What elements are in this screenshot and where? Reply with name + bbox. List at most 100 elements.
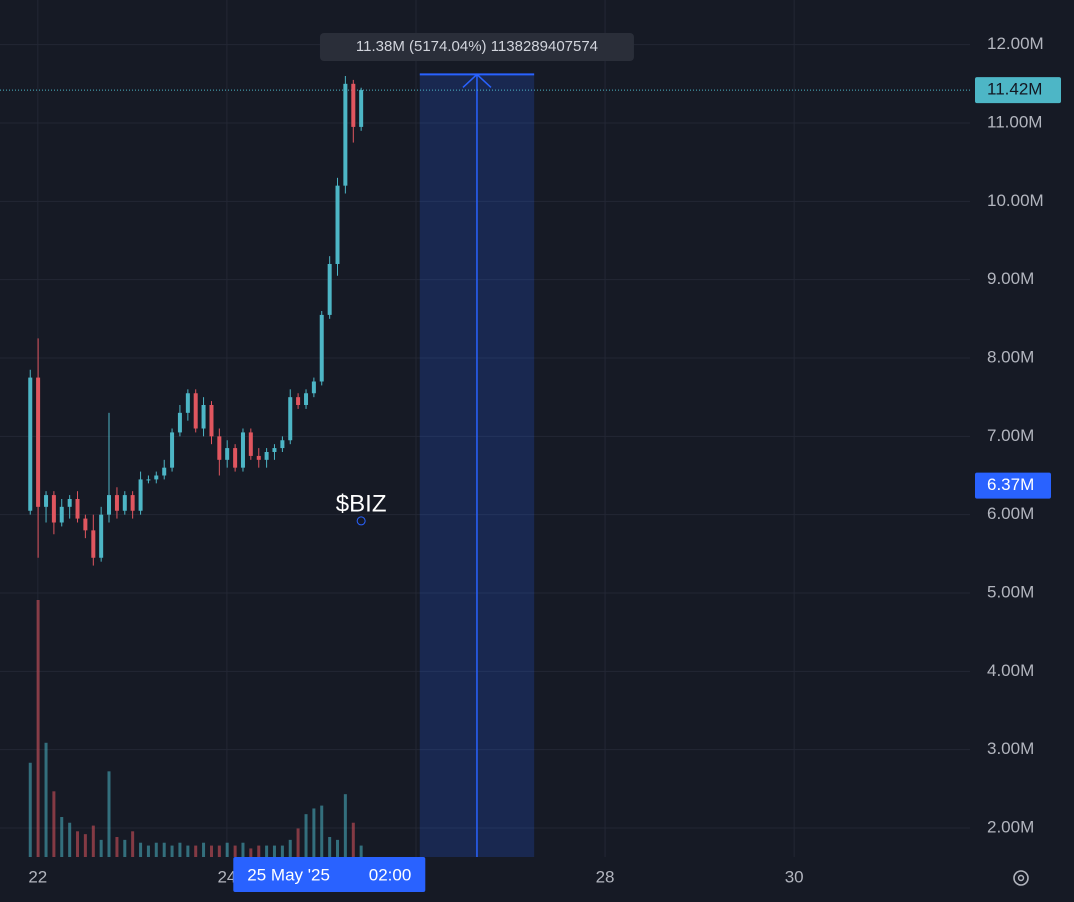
candle-body	[154, 475, 159, 480]
candle-body	[327, 263, 332, 315]
volume-bar	[217, 845, 221, 857]
y-tick-label: 10.00M	[987, 191, 1044, 210]
volume-bar	[28, 762, 32, 857]
volume-bar	[107, 771, 111, 857]
marker-price-label: 6.37M	[987, 475, 1034, 494]
settings-icon[interactable]	[1013, 870, 1029, 886]
volume-bar	[241, 842, 245, 857]
y-tick-label: 2.00M	[987, 817, 1034, 836]
volume-bar	[320, 805, 324, 857]
volume-bar	[146, 845, 150, 857]
crosshair-time: 02:00	[369, 865, 412, 884]
volume-bar	[225, 842, 229, 857]
y-tick-label: 9.00M	[987, 269, 1034, 288]
settings-hub	[1017, 874, 1025, 882]
candle-body	[351, 83, 356, 127]
candle-body	[359, 90, 364, 127]
volume-bar	[44, 742, 48, 857]
candle-body	[91, 530, 96, 558]
volume-bar	[328, 837, 332, 857]
volume-bar	[115, 837, 119, 857]
candle-body	[44, 495, 49, 507]
volume-bar	[343, 794, 347, 857]
volume-bar	[194, 845, 198, 857]
settings-ring	[1013, 870, 1029, 886]
volume-bar	[170, 845, 174, 857]
candle-body	[28, 377, 33, 511]
candle-body	[51, 495, 56, 523]
candle-body	[304, 393, 309, 405]
candle-body	[240, 432, 245, 468]
volume-bar	[123, 839, 127, 857]
volume-bar	[304, 814, 308, 857]
candle-body	[335, 185, 340, 264]
y-tick-label: 8.00M	[987, 347, 1034, 366]
candle-body	[67, 499, 72, 507]
candle-body	[130, 495, 135, 511]
candle-body	[280, 440, 285, 449]
measure-label: 11.38M (5174.04%) 1138289407574	[356, 38, 598, 55]
candle-body	[162, 467, 167, 476]
crosshair-date: 25 May '25	[247, 865, 330, 884]
candle-body	[99, 514, 104, 558]
y-tick-label: 6.00M	[987, 504, 1034, 523]
measure-label-box	[319, 33, 634, 61]
candle-body	[225, 448, 230, 460]
candle-body	[201, 404, 206, 429]
candle-body	[83, 518, 88, 531]
volume-bar	[162, 842, 166, 857]
volume-bar	[233, 845, 237, 857]
candle-body	[343, 83, 348, 186]
volume-bar	[280, 845, 284, 857]
y-tick-label: 12.00M	[987, 34, 1044, 53]
volume-bar	[336, 839, 340, 857]
crosshair-badge	[233, 857, 426, 892]
volume-bar	[76, 831, 80, 857]
candle-body	[217, 436, 222, 460]
volume-bar	[99, 839, 103, 857]
annotation-point	[356, 516, 366, 526]
volume-bar	[265, 845, 269, 857]
candle-body	[288, 397, 293, 441]
y-tick-label: 5.00M	[987, 582, 1034, 601]
y-tick-label: 11.00M	[987, 112, 1042, 131]
marker-price-badge	[975, 472, 1051, 499]
volume-bar	[272, 845, 276, 857]
volume-bar	[359, 845, 363, 857]
volume-bar	[249, 848, 253, 857]
volume-bar	[131, 831, 135, 857]
candle-body	[272, 448, 277, 453]
volume-bar	[36, 600, 40, 857]
candle-body	[170, 432, 175, 468]
volume-bar	[139, 842, 143, 857]
volume-bar	[154, 842, 158, 857]
volume-bar	[209, 845, 213, 857]
x-tick-label: 22	[28, 867, 47, 886]
volume-bar	[312, 808, 316, 857]
volume-bar	[60, 817, 64, 857]
volume-bar	[257, 845, 261, 857]
candle-body	[248, 432, 253, 456]
y-tick-label: 4.00M	[987, 661, 1034, 680]
last-price-badge	[975, 77, 1061, 104]
candle-body	[296, 397, 301, 405]
candle-body	[193, 393, 198, 429]
candle-body	[75, 499, 80, 519]
volume-bar	[68, 822, 72, 857]
candle-body	[209, 404, 214, 437]
x-tick-label: 28	[596, 867, 615, 886]
volume-bar	[296, 828, 300, 857]
volume-bar	[186, 845, 190, 857]
x-tick-label: 24	[217, 867, 236, 886]
candle-body	[311, 381, 316, 394]
candle-body	[233, 448, 238, 468]
volume-bar	[202, 842, 206, 857]
candle-body	[146, 479, 151, 481]
candle-body	[264, 452, 269, 460]
volume-bar	[91, 825, 95, 857]
volume-bar	[52, 791, 56, 857]
candle-body	[36, 377, 41, 507]
